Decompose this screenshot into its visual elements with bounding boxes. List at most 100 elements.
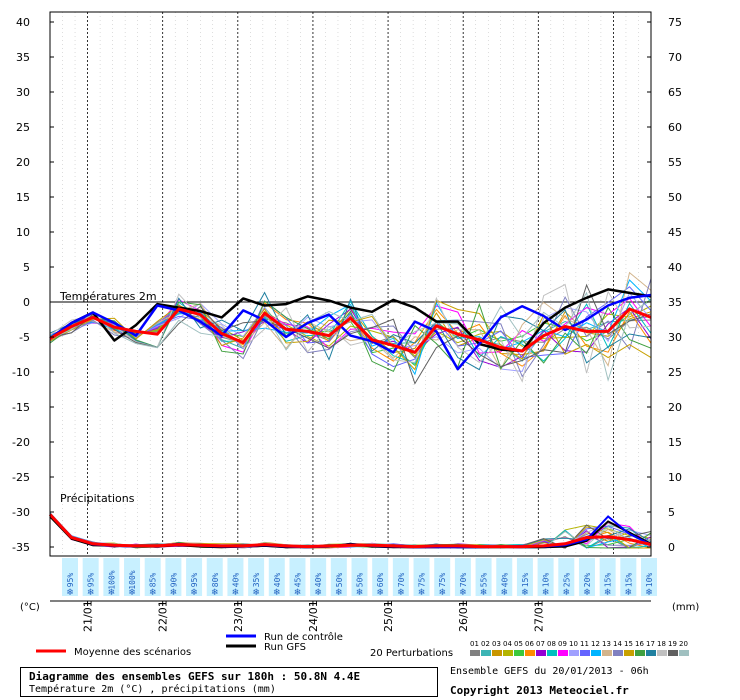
precip-prob-cell [392,558,409,596]
legend-perturbations-label: 20 Perturbations [370,648,453,659]
mean-temp-line [49,307,652,354]
precip-section-label: Précipitations [60,492,135,505]
precip-prob-label: 10% [542,573,551,588]
snowflake-icon: ❄ [232,588,240,598]
snowflake-icon: ❄ [273,588,281,598]
legend-perturbation-swatch [503,650,513,656]
snowflake-icon: ❄ [376,588,384,598]
precip-prob-cell [62,558,78,596]
precip-prob-label: 75% [438,573,447,588]
y-right-tick-label: 55 [668,156,682,169]
y-right-tick-label: 5 [668,506,675,519]
precip-prob-cell [413,558,430,596]
y-right-tick-label: 10 [668,471,682,484]
y-left-tick-label: 25 [16,121,30,134]
legend-perturbation-number: 06 [525,640,534,648]
precip-prob-label: 45% [293,573,302,588]
precip-prob-cell [186,558,203,596]
copyright: Copyright 2013 Meteociel.fr [450,684,629,697]
snowflake-icon: ❄ [294,588,302,598]
y-left-tick-label: -15 [12,401,30,414]
y-left-tick-label: -30 [12,506,30,519]
y-left-tick-label: -35 [12,541,30,554]
precip-prob-label: 90% [169,573,178,588]
legend-perturbation-swatch [514,650,524,656]
snowflake-icon: ❄ [459,588,467,598]
precip-prob-cell [103,558,120,596]
legend-perturbation-swatch [657,650,667,656]
y-right-tick-label: 0 [668,541,675,554]
y-left-tick-label: 10 [16,226,30,239]
legend-perturbation-swatch [624,650,634,656]
y-right-tick-label: 40 [668,261,682,274]
y-right-tick-label: 20 [668,401,682,414]
y-right-tick-label: 60 [668,121,682,134]
precip-prob-cell [82,558,99,596]
grid-layer [50,12,651,556]
precip-prob-label: 10% [645,573,654,588]
legend-perturbation-swatch [646,650,656,656]
snowflake-icon: ❄ [314,588,322,598]
precip-prob-label: 55% [480,573,489,588]
x-day-label: 26/01 [457,600,470,632]
snowflake-icon: ❄ [625,588,633,598]
y-left-tick-label: 0 [23,296,30,309]
y-right-tick-label: 25 [668,366,682,379]
precip-prob-label: 15% [624,573,633,588]
x-day-label: 21/01 [82,600,95,632]
precip-prob-cell [248,558,265,596]
info-box: Diagramme des ensembles GEFS sur 180h : … [20,667,438,697]
legend-perturbation-number: 12 [591,640,600,648]
y-right-tick-label: 15 [668,436,682,449]
snowflake-icon: ❄ [604,588,612,598]
precip-prob-label: 95% [87,573,96,588]
legend-perturbation-swatch [580,650,590,656]
snowflake-icon: ❄ [87,588,95,598]
precip-prob-label: 15% [604,573,613,588]
precip-prob-cell [206,558,223,596]
precip-prob-label: 40% [231,573,240,588]
precip-prob-cell [310,558,327,596]
legend-perturbation-number: 20 [679,640,688,648]
precip-prob-label: 20% [583,573,592,588]
snowflake-icon: ❄ [66,588,74,598]
legend-perturbation-swatch [481,650,491,656]
snowflake-icon: ❄ [356,588,364,598]
precip-prob-label: 50% [356,573,365,588]
y-left-tick-label: 20 [16,156,30,169]
y-right-tick-label: 70 [668,51,682,64]
snowflake-icon: ❄ [521,588,529,598]
gfs-temp-line [49,288,652,353]
y-right-tick-label: 75 [668,16,682,29]
legend-perturbation-swatch [635,650,645,656]
legend: Moyenne des scénarios Run de contrôleRun … [36,631,689,659]
perturbation-lines [49,271,652,549]
legend-perturbation-number: 05 [514,640,523,648]
x-day-label: 22/01 [157,600,170,632]
legend-perturbation-swatch [558,650,568,656]
legend-perturbation-number: 09 [558,640,567,648]
legend-perturbation-number: 11 [580,640,589,648]
ensemble-run-label: Ensemble GEFS du 20/01/2013 - 06h [450,666,649,677]
precip-prob-label: 85% [149,573,158,588]
legend-perturbation-swatch [668,650,678,656]
legend-mean-label: Moyenne des scénarios [74,646,191,658]
y-left-tick-label: -25 [12,471,30,484]
legend-perturbation-swatch [547,650,557,656]
snowflake-icon: ❄ [128,588,136,598]
precip-prob-cell [558,558,575,596]
precip-prob-cell [578,558,595,596]
legend-gfs-label: Run GFS [264,642,306,653]
snowflake-icon: ❄ [563,588,571,598]
precip-prob-cell [330,558,347,596]
precip-prob-cell [124,558,141,596]
precip-prob-label: 40% [314,573,323,588]
chart-subtitle: Température 2m (°C) , précipitations (mm… [29,684,276,695]
legend-perturbation-number: 02 [481,640,490,648]
control-precip-line [49,513,652,549]
x-day-label: 23/01 [232,600,245,632]
precip-prob-cell [289,558,306,596]
control-temp-line [49,293,652,371]
legend-perturbation-number: 01 [470,640,479,648]
